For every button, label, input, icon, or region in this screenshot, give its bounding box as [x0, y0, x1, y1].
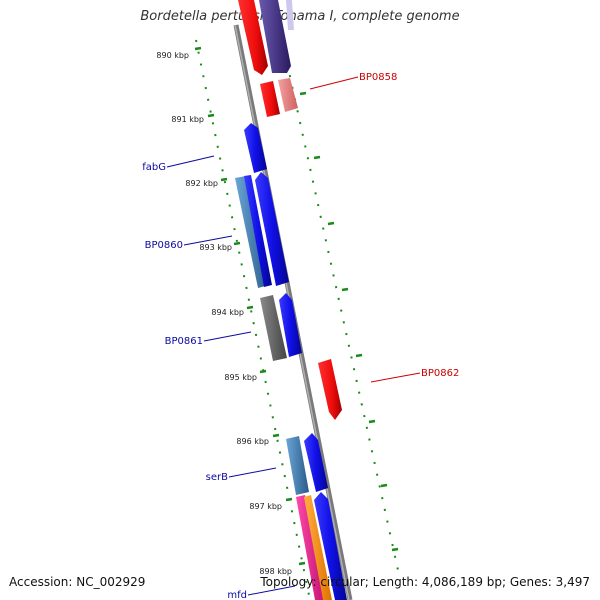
leader-bp0862	[370, 372, 421, 383]
gene-orange-bottom[interactable]	[304, 495, 332, 600]
gene-purple-top-edge	[286, 0, 294, 30]
gene-label-bp0858[interactable]: BP0858	[359, 72, 397, 83]
tick-label-893: 893 kbp	[199, 243, 232, 252]
gene-bp0858-red[interactable]	[260, 81, 280, 117]
gene-blue-bottom[interactable]	[314, 492, 347, 600]
leader-serb	[228, 467, 277, 478]
map-title: Bordetella pertussis Tohama I, complete …	[140, 9, 460, 24]
gene-bp0858[interactable]	[278, 78, 298, 112]
gene-label-bp0862[interactable]: BP0862	[421, 368, 459, 379]
leader-bp0858	[309, 76, 359, 90]
gene-blue-serb-b[interactable]	[304, 433, 328, 492]
gene-fabg[interactable]	[244, 123, 267, 173]
tick-label-896: 896 kbp	[236, 437, 269, 446]
leader-bp0860	[183, 235, 233, 246]
gene-label-mfd[interactable]: mfd	[227, 590, 247, 600]
gene-label-bp0860[interactable]: BP0860	[145, 240, 183, 251]
gene-serb[interactable]	[286, 436, 309, 495]
gene-bp0861[interactable]	[260, 295, 287, 361]
gene-blue-long[interactable]	[255, 172, 289, 286]
leader-fabg	[166, 155, 215, 168]
gene-purple-top[interactable]	[259, 0, 291, 73]
gene-blue-bp0860-b[interactable]	[244, 175, 272, 287]
gene-blue-bp0861-b[interactable]	[279, 293, 302, 357]
tick-label-890: 890 kbp	[156, 51, 189, 60]
tick-label-897: 897 kbp	[249, 502, 282, 511]
genome-summary-text: Topology: circular; Length: 4,086,189 bp…	[260, 575, 590, 589]
tick-label-895: 895 kbp	[224, 373, 257, 382]
tick-marks	[194, 46, 399, 566]
tick-label-891: 891 kbp	[171, 115, 204, 124]
gene-red-top[interactable]	[238, 0, 268, 75]
tick-label-898: 898 kbp	[259, 567, 292, 576]
leader-mfd	[247, 585, 296, 596]
gene-label-fabg[interactable]: fabG	[142, 162, 166, 173]
gene-bp0862[interactable]	[318, 359, 342, 420]
accession-text: Accession: NC_002929	[9, 575, 146, 589]
gene-label-serb[interactable]: serB	[206, 472, 228, 483]
tick-label-892: 892 kbp	[185, 179, 218, 188]
gene-label-bp0861[interactable]: BP0861	[165, 336, 203, 347]
tick-label-894: 894 kbp	[211, 308, 244, 317]
leader-bp0861	[203, 331, 252, 342]
